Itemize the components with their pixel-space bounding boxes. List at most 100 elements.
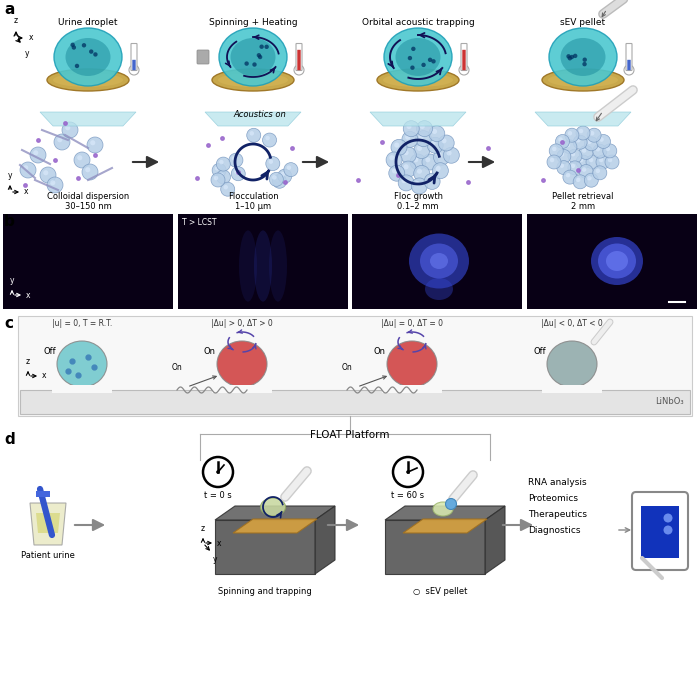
Circle shape (249, 131, 254, 135)
Text: Proteomics: Proteomics (528, 494, 578, 503)
Ellipse shape (383, 73, 453, 87)
Circle shape (410, 154, 426, 170)
Circle shape (265, 136, 270, 140)
Circle shape (71, 43, 75, 47)
Circle shape (401, 178, 407, 184)
Text: 0.1–2 mm: 0.1–2 mm (398, 202, 439, 211)
Polygon shape (485, 506, 505, 574)
Circle shape (246, 128, 260, 142)
Ellipse shape (561, 38, 606, 76)
Text: x: x (42, 371, 46, 380)
Circle shape (394, 143, 399, 148)
Ellipse shape (395, 38, 440, 76)
Circle shape (272, 175, 286, 188)
Circle shape (413, 157, 419, 162)
Polygon shape (233, 519, 317, 533)
Circle shape (586, 155, 600, 169)
Circle shape (424, 173, 440, 190)
Circle shape (443, 147, 459, 164)
Circle shape (82, 164, 98, 180)
Circle shape (77, 155, 83, 160)
Circle shape (269, 159, 273, 164)
Text: Off: Off (533, 348, 546, 357)
FancyBboxPatch shape (632, 492, 688, 570)
Circle shape (65, 125, 70, 130)
Circle shape (416, 121, 433, 137)
Circle shape (54, 134, 70, 150)
Circle shape (433, 163, 449, 179)
Text: On: On (172, 364, 182, 373)
Ellipse shape (47, 69, 129, 91)
Polygon shape (36, 513, 60, 533)
Circle shape (435, 166, 441, 171)
Text: On: On (374, 348, 386, 357)
Circle shape (223, 185, 228, 190)
Circle shape (398, 175, 414, 191)
Circle shape (265, 45, 269, 49)
FancyBboxPatch shape (626, 43, 632, 70)
Ellipse shape (217, 341, 267, 387)
Circle shape (410, 66, 414, 70)
Circle shape (582, 62, 587, 66)
Text: RNA analysis: RNA analysis (528, 478, 587, 487)
Polygon shape (40, 112, 136, 126)
Bar (36, 491, 50, 497)
Circle shape (606, 147, 610, 151)
Circle shape (582, 57, 587, 62)
Circle shape (74, 152, 90, 168)
Circle shape (33, 150, 38, 155)
Circle shape (596, 135, 610, 148)
Bar (18, 316, 692, 416)
Text: Therapeutics: Therapeutics (528, 510, 587, 519)
Text: Acoustics on: Acoustics on (233, 110, 286, 119)
Circle shape (266, 157, 280, 170)
Circle shape (252, 62, 257, 67)
Ellipse shape (66, 38, 111, 76)
Polygon shape (385, 506, 505, 520)
Polygon shape (403, 519, 487, 533)
Text: sEV pellet: sEV pellet (561, 18, 606, 27)
Text: a: a (4, 2, 15, 17)
Circle shape (596, 147, 600, 152)
Circle shape (587, 128, 601, 142)
Bar (20, 390, 690, 414)
Circle shape (568, 131, 572, 135)
Bar (212, 385, 272, 393)
Circle shape (234, 170, 239, 174)
Text: z: z (14, 16, 18, 25)
Ellipse shape (387, 341, 437, 387)
Ellipse shape (219, 28, 287, 86)
Circle shape (419, 134, 423, 139)
Circle shape (393, 457, 423, 487)
Circle shape (584, 137, 598, 151)
Circle shape (593, 144, 607, 158)
Polygon shape (30, 503, 66, 545)
Circle shape (89, 50, 93, 54)
Ellipse shape (409, 233, 469, 288)
Text: 1–10 μm: 1–10 μm (235, 202, 271, 211)
Ellipse shape (549, 28, 617, 86)
Circle shape (229, 153, 243, 167)
FancyBboxPatch shape (462, 50, 466, 70)
Polygon shape (385, 520, 485, 574)
Circle shape (590, 131, 594, 135)
Circle shape (93, 52, 97, 57)
Circle shape (559, 152, 564, 157)
Circle shape (400, 161, 416, 177)
Circle shape (389, 165, 405, 181)
Ellipse shape (606, 251, 628, 271)
Circle shape (57, 137, 62, 142)
Ellipse shape (57, 341, 107, 387)
Circle shape (603, 144, 617, 158)
Text: On: On (204, 348, 216, 357)
Text: x: x (24, 188, 29, 197)
Text: Diagnostics: Diagnostics (528, 526, 580, 535)
Circle shape (565, 128, 579, 142)
Circle shape (563, 170, 577, 184)
Circle shape (431, 59, 435, 63)
Ellipse shape (269, 230, 287, 302)
Text: z: z (26, 357, 30, 366)
Bar (527, 214, 697, 309)
Circle shape (429, 126, 444, 141)
Circle shape (576, 138, 580, 142)
